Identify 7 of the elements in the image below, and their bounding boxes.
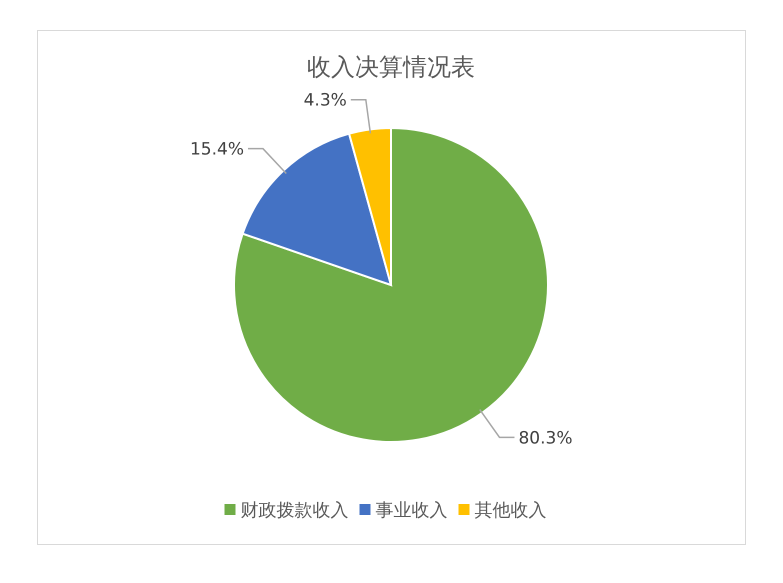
chart-title: 收入决算情况表	[307, 53, 475, 81]
data-label: 4.3%	[304, 90, 347, 111]
legend-label: 财政拨款收入	[240, 500, 348, 521]
legend-label: 事业收入	[376, 500, 448, 521]
legend-label: 其他收入	[474, 500, 546, 521]
data-label: 80.3%	[518, 428, 572, 448]
data-label: 15.4%	[190, 140, 244, 160]
